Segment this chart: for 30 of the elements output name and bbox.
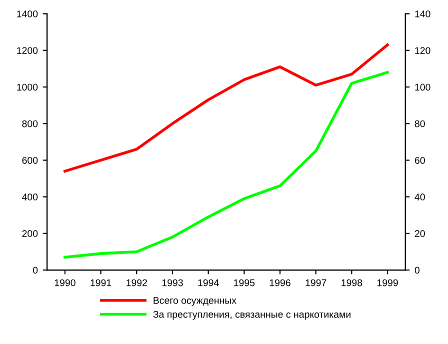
y-tick-label: 600 (22, 156, 38, 164)
x-tick-label: 1992 (126, 279, 147, 286)
y2-tick-label: 60 (414, 156, 425, 164)
y-tick-label: 1200 (17, 47, 38, 54)
x-tick-label: 1998 (342, 279, 362, 286)
legend-label: За преступления, связанные с наркотиками (153, 310, 350, 320)
x-tick-label: 1999 (377, 279, 398, 286)
y2-tick-label: 20 (414, 230, 425, 238)
legend-label: Всего осужденных (154, 297, 236, 306)
x-tick-label: 1993 (162, 279, 183, 286)
y2-tick-label: 140 (415, 10, 430, 18)
y2-tick-label: 120 (415, 47, 430, 54)
x-tick-label: 1991 (90, 279, 112, 286)
x-tick-label: 1990 (54, 279, 76, 286)
y2-tick-label: 0 (414, 266, 420, 274)
y-tick-label: 0 (32, 266, 38, 274)
line-series (64, 70, 389, 259)
x-tick-label: 1997 (306, 279, 326, 286)
x-tick-label: 1995 (234, 279, 255, 286)
y-tick-label: 1000 (17, 84, 38, 91)
x-tick-label: 1994 (198, 279, 219, 286)
y-tick-label: 800 (22, 120, 38, 128)
y-tick-label: 1400 (17, 10, 38, 18)
y-tick-label: 200 (22, 230, 38, 238)
y-tick-label: 400 (22, 194, 38, 200)
line-series (64, 43, 389, 173)
y2-tick-label: 40 (414, 194, 425, 200)
x-tick-label: 1996 (270, 279, 290, 286)
y2-tick-label: 80 (414, 120, 425, 128)
y2-tick-label: 100 (415, 84, 430, 91)
